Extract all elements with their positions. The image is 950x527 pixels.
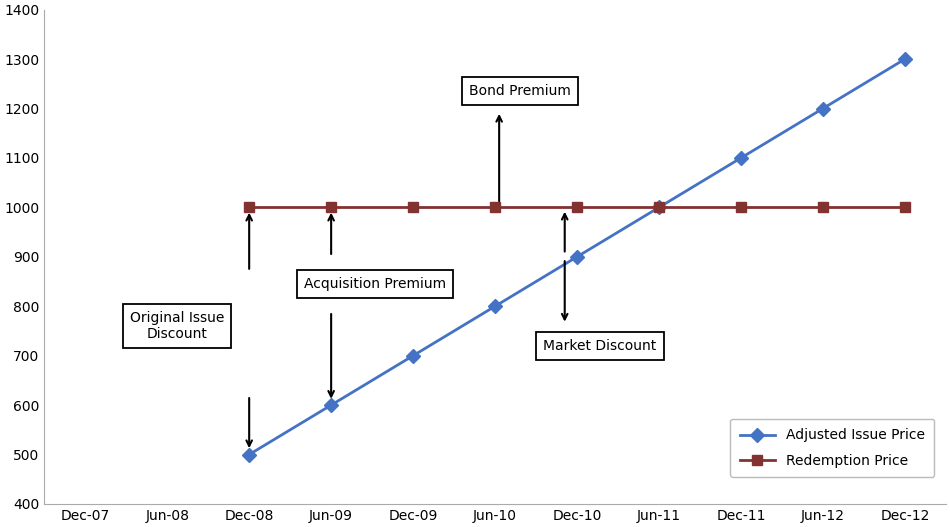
Adjusted Issue Price [817, 105, 828, 112]
Redemption Price [243, 204, 255, 211]
Adjusted Issue Price [735, 155, 747, 161]
Adjusted Issue Price [243, 452, 255, 458]
Text: Market Discount: Market Discount [543, 339, 656, 353]
Legend: Adjusted Issue Price, Redemption Price: Adjusted Issue Price, Redemption Price [731, 418, 935, 477]
Text: Acquisition Premium: Acquisition Premium [303, 277, 446, 291]
Redemption Price [817, 204, 828, 211]
Redemption Price [899, 204, 910, 211]
Redemption Price [326, 204, 337, 211]
Adjusted Issue Price [326, 402, 337, 408]
Adjusted Issue Price [899, 56, 910, 62]
Adjusted Issue Price [571, 253, 582, 260]
Redemption Price [735, 204, 747, 211]
Adjusted Issue Price [408, 353, 419, 359]
Line: Redemption Price: Redemption Price [244, 202, 910, 212]
Line: Adjusted Issue Price: Adjusted Issue Price [244, 54, 910, 460]
Text: Original Issue
Discount: Original Issue Discount [130, 311, 224, 341]
Redemption Price [489, 204, 501, 211]
Redemption Price [408, 204, 419, 211]
Adjusted Issue Price [654, 204, 665, 211]
Redemption Price [571, 204, 582, 211]
Text: Bond Premium: Bond Premium [468, 84, 571, 98]
Redemption Price [654, 204, 665, 211]
Adjusted Issue Price [489, 303, 501, 309]
